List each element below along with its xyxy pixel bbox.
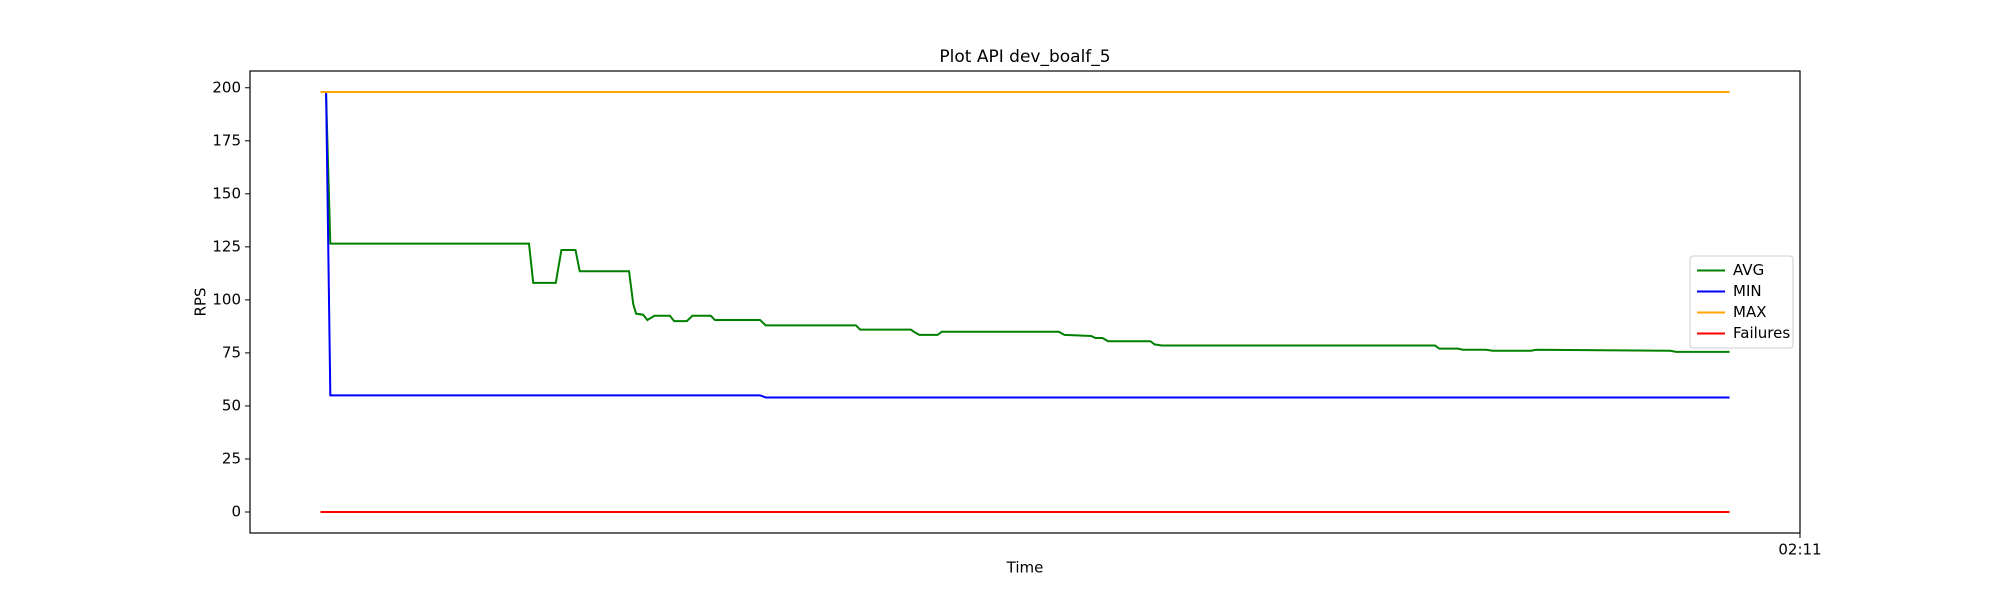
series-line (325, 91, 1730, 399)
y-tick-label: 200 (212, 78, 241, 96)
plot-frame (249, 70, 1801, 534)
y-tick-label: 125 (212, 237, 241, 255)
legend-label: MIN (1733, 282, 1762, 300)
y-tick-label: 100 (212, 290, 241, 308)
legend-box (1689, 255, 1794, 349)
y-tick-label: 175 (212, 131, 241, 149)
y-tick-label: 0 (231, 503, 241, 521)
legend-label: AVG (1733, 261, 1764, 279)
y-tick-label: 150 (212, 184, 241, 202)
y-tick-label: 75 (222, 343, 241, 361)
series-line (325, 94, 1730, 353)
y-axis-label: RPS (192, 288, 210, 317)
legend-label: Failures (1733, 324, 1790, 342)
y-tick-label: 50 (222, 396, 241, 414)
legend-label: MAX (1733, 303, 1766, 321)
x-axis-label: Time (1006, 559, 1044, 577)
x-tick-label: 02:11 (1778, 541, 1821, 559)
y-tick-label: 25 (222, 449, 241, 467)
chart-title: Plot API dev_boalf_5 (939, 47, 1110, 67)
